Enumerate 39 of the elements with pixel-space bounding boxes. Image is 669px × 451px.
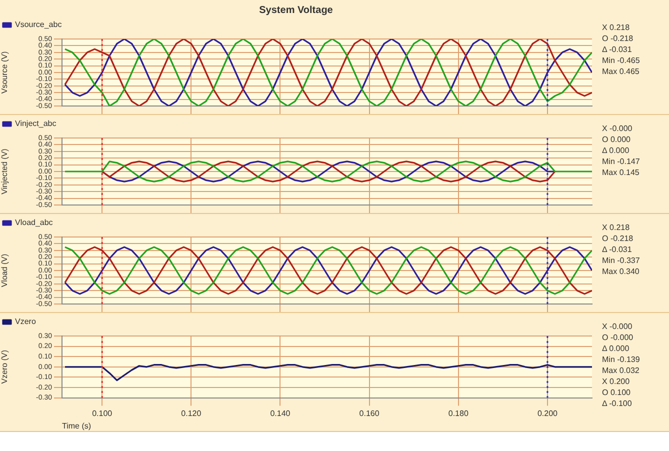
- text: Δ -0.031: [602, 244, 633, 255]
- text: X -0.000: [602, 321, 634, 332]
- y-axis-title: Vload (V): [0, 253, 10, 288]
- text: X -0.000: [602, 123, 634, 134]
- text: Max 0.465: [602, 66, 640, 77]
- text: O -0.218: [602, 233, 634, 244]
- legend-label: Vzero: [15, 317, 36, 326]
- text: Min -0.337: [602, 255, 641, 266]
- text: Max 0.145: [602, 167, 640, 178]
- text: Δ 0.000: [602, 145, 630, 156]
- text: O 0.100: [602, 387, 632, 398]
- text: Min -0.139: [602, 354, 641, 365]
- text: Δ -0.100: [602, 398, 633, 409]
- x-tick-label: 0.200: [537, 408, 558, 418]
- legend-label: Vload_abc: [15, 218, 53, 228]
- x-tick-label: 0.140: [270, 408, 291, 418]
- text: Max 0.032: [602, 365, 640, 376]
- y-axis-title: Vinjected (V): [0, 148, 10, 194]
- x-tick-label: 0.120: [181, 408, 202, 418]
- x-tick-label: 0.100: [92, 408, 113, 418]
- chart-title: System Voltage: [259, 4, 334, 16]
- text: X 0.200: [602, 376, 631, 387]
- text: Δ -0.031: [602, 44, 633, 55]
- text: Min -0.147: [602, 156, 641, 167]
- x-tick-label: 0.160: [359, 408, 380, 418]
- y-axis-title: Vsource (V): [0, 51, 10, 94]
- y-axis-title: Vzero (V): [0, 350, 10, 384]
- text: Max 0.340: [602, 266, 640, 277]
- x-axis-title: Time (s): [62, 421, 92, 430]
- text: X 0.218: [602, 222, 631, 233]
- text: Δ 0.000: [602, 343, 630, 354]
- legend-label: Vinject_abc: [15, 119, 56, 128]
- legend-label: Vsource_abc: [15, 20, 62, 30]
- text: O -0.000: [602, 332, 634, 343]
- x-tick-label: 0.180: [448, 408, 469, 418]
- text: Min -0.465: [602, 55, 641, 66]
- text: O 0.000: [602, 134, 632, 145]
- text: X 0.218: [602, 22, 631, 33]
- text: O -0.218: [602, 33, 634, 44]
